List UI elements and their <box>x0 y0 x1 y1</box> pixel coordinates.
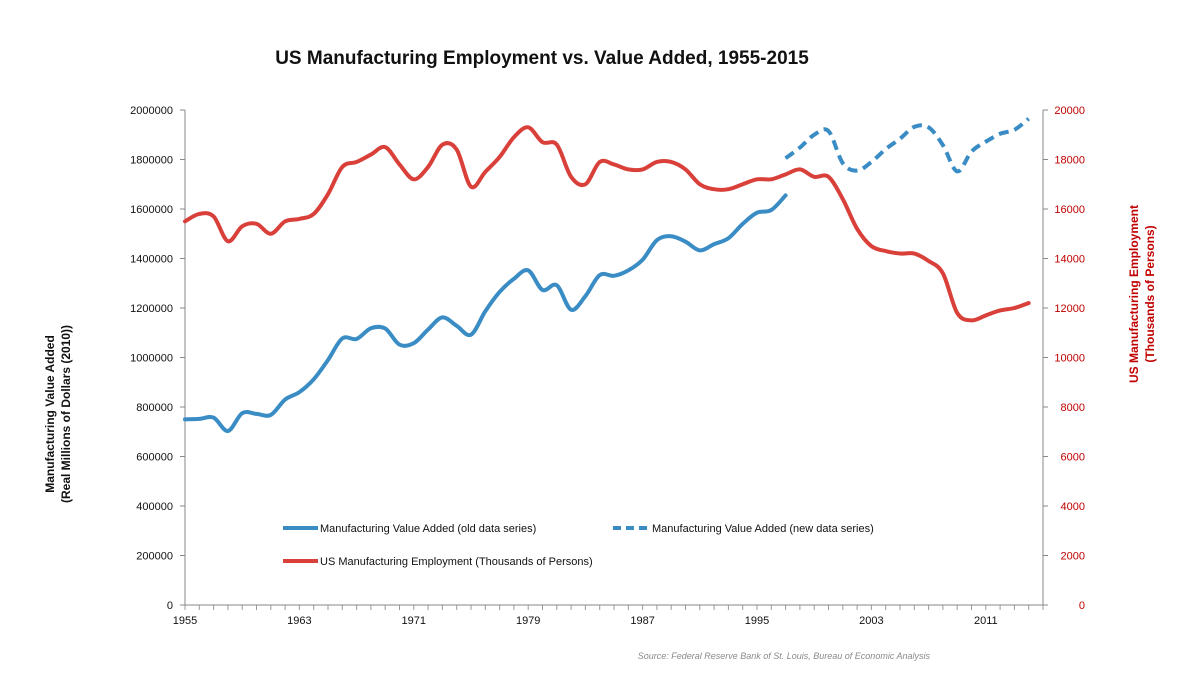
x-tick-label: 1979 <box>516 615 540 627</box>
right-y-axis-title: US Manufacturing Employment (Thousands o… <box>1127 205 1157 383</box>
right-y-axis-title-line2: (Thousands of Persons) <box>1143 225 1157 362</box>
legend-label-value-added-new: Manufacturing Value Added (new data seri… <box>652 523 874 535</box>
left-y-axis-title: Manufacturing Value Added (Real Millions… <box>43 325 73 503</box>
left-y-tick-label: 200000 <box>136 551 173 563</box>
series-line-value-added-old <box>183 193 788 434</box>
left-y-axis-title-line1: Manufacturing Value Added <box>43 335 57 493</box>
chart-title: US Manufacturing Employment vs. Value Ad… <box>275 48 809 69</box>
right-y-tick-label: 2000 <box>1061 551 1085 563</box>
right-y-tick-label: 12000 <box>1054 303 1085 315</box>
right-y-tick-label: 0 <box>1079 600 1085 612</box>
left-y-tick-label: 1800000 <box>130 155 173 167</box>
x-tick-label: 2003 <box>859 615 883 627</box>
left-y-axis-ticks: 0 200000 400000 600000 800000 1000000 1200000 1… <box>130 105 185 612</box>
right-y-tick-label: 10000 <box>1054 353 1085 365</box>
x-tick-label: 1987 <box>630 615 654 627</box>
x-tick-label: 1963 <box>287 615 311 627</box>
series-line-employment <box>183 125 1031 323</box>
left-y-tick-label: 600000 <box>136 452 173 464</box>
left-y-axis-title-line2: (Real Millions of Dollars (2010)) <box>59 325 73 503</box>
left-y-tick-label: 1000000 <box>130 353 173 365</box>
right-y-axis-title-line1: US Manufacturing Employment <box>1127 205 1141 383</box>
left-y-tick-label: 400000 <box>136 501 173 513</box>
left-y-tick-label: 800000 <box>136 402 173 414</box>
right-y-tick-label: 8000 <box>1061 402 1085 414</box>
legend-label-value-added-old: Manufacturing Value Added (old data seri… <box>320 523 536 535</box>
series-layer <box>183 117 1031 434</box>
left-y-tick-label: 1400000 <box>130 254 173 266</box>
right-y-tick-label: 16000 <box>1054 204 1085 216</box>
x-tick-label: 2011 <box>974 615 998 627</box>
legend-label-employment: US Manufacturing Employment (Thousands o… <box>320 556 593 568</box>
legend: Manufacturing Value Added (old data seri… <box>283 523 874 568</box>
series-line-value-added-new <box>784 117 1030 174</box>
right-y-axis-ticks: 0 2000 4000 6000 8000 10000 12000 14000 16000 180… <box>1043 105 1085 612</box>
left-y-tick-label: 1600000 <box>130 204 173 216</box>
right-y-tick-label: 14000 <box>1054 254 1085 266</box>
right-y-tick-label: 18000 <box>1054 155 1085 167</box>
right-y-tick-label: 4000 <box>1061 501 1085 513</box>
x-tick-label: 1995 <box>745 615 769 627</box>
left-y-tick-label: 0 <box>167 600 173 612</box>
x-axis-ticks: 1955 1963 1971 1979 1987 1995 2003 2011 <box>173 605 1044 627</box>
left-y-tick-label: 2000000 <box>130 105 173 117</box>
source-note: Source: Federal Reserve Bank of St. Loui… <box>638 651 931 661</box>
right-y-tick-label: 6000 <box>1061 452 1085 464</box>
left-y-tick-label: 1200000 <box>130 303 173 315</box>
x-tick-label: 1955 <box>173 615 197 627</box>
right-y-tick-label: 20000 <box>1054 105 1085 117</box>
x-tick-label: 1971 <box>402 615 426 627</box>
